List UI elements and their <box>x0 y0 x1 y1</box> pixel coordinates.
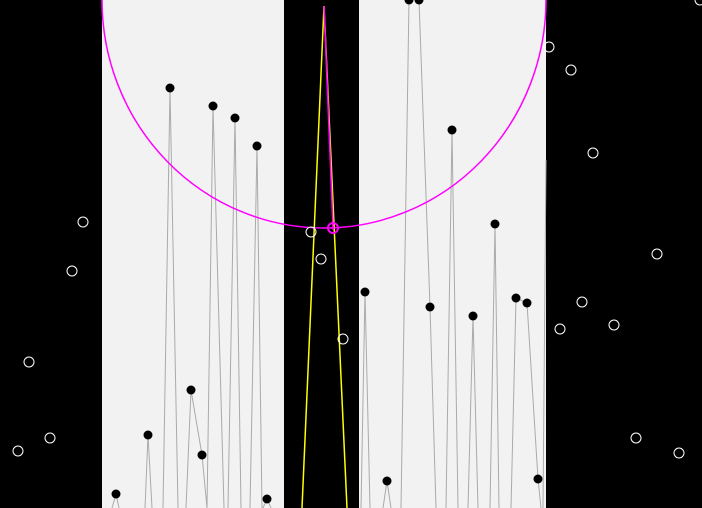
hollow-point <box>673 447 685 459</box>
trace-segment <box>510 297 517 508</box>
filled-point <box>414 0 424 5</box>
hollow-point <box>630 432 642 444</box>
filled-point <box>360 287 370 297</box>
filled-point <box>447 125 457 135</box>
trace-segment <box>256 145 263 508</box>
hollow-point <box>12 445 24 457</box>
hollow-point <box>565 64 577 76</box>
trace-segment <box>489 223 496 508</box>
filled-point <box>262 494 272 504</box>
left-panel <box>102 0 284 508</box>
hollow-point <box>694 0 702 6</box>
filled-point <box>197 450 207 460</box>
trace-segment <box>445 129 453 508</box>
trace-segment <box>526 302 539 480</box>
trace-segment <box>418 0 431 308</box>
trace-segment <box>234 117 242 508</box>
filled-point <box>165 83 175 93</box>
hollow-points <box>12 0 702 459</box>
trace-segment <box>147 434 153 508</box>
filled-point <box>533 474 543 484</box>
trace-segment <box>386 480 392 508</box>
magenta-marker-dot <box>331 226 335 230</box>
trace-segment <box>429 306 437 508</box>
trace-segment <box>185 389 192 508</box>
hollow-point <box>554 323 566 335</box>
trace-segment <box>206 105 214 508</box>
trace-segment <box>537 478 542 508</box>
filled-point <box>208 101 218 111</box>
trace-segment <box>169 87 179 508</box>
trace-segment <box>227 117 236 508</box>
trace-segment <box>249 145 258 508</box>
hollow-point <box>651 248 663 260</box>
filled-point <box>382 476 392 486</box>
hollow-point <box>315 253 327 265</box>
filled-point <box>143 430 153 440</box>
filled-point <box>425 302 435 312</box>
trace-segment <box>364 291 371 508</box>
hollow-point <box>587 147 599 159</box>
trace-segment <box>451 129 459 508</box>
trace-segment <box>144 434 149 508</box>
trace-segment <box>472 315 479 508</box>
trace-segment <box>360 291 366 508</box>
trace-segment <box>190 389 203 456</box>
trace-segment <box>494 223 500 508</box>
hollow-point <box>337 333 349 345</box>
magenta-marker <box>327 222 339 234</box>
trace-segment <box>162 87 171 508</box>
trace-segment <box>201 454 208 508</box>
hollow-point <box>23 356 35 368</box>
trace-segment <box>382 480 388 508</box>
filled-points <box>111 0 543 504</box>
trace-segment <box>400 0 410 508</box>
filled-point <box>468 311 478 321</box>
filled-point <box>252 141 262 151</box>
filled-point <box>404 0 414 5</box>
hollow-point <box>66 265 78 277</box>
filled-point <box>511 293 521 303</box>
right-panel <box>359 0 546 508</box>
needle-left-edge <box>301 5 325 508</box>
trace-segment <box>212 105 225 508</box>
filled-point <box>186 385 196 395</box>
trace-lines <box>111 0 547 508</box>
filled-point <box>230 113 240 123</box>
hollow-point <box>77 216 89 228</box>
magenta-arc <box>101 0 547 229</box>
hollow-point <box>44 432 56 444</box>
trace-segment <box>467 315 474 508</box>
hollow-point <box>608 319 620 331</box>
hollow-point <box>576 296 588 308</box>
trace-segment <box>542 159 547 508</box>
hollow-point <box>305 226 317 238</box>
filled-point <box>111 489 121 499</box>
needle-magenta-segment <box>323 5 334 229</box>
filled-point <box>522 298 532 308</box>
filled-point <box>490 219 500 229</box>
hollow-point <box>543 41 555 53</box>
